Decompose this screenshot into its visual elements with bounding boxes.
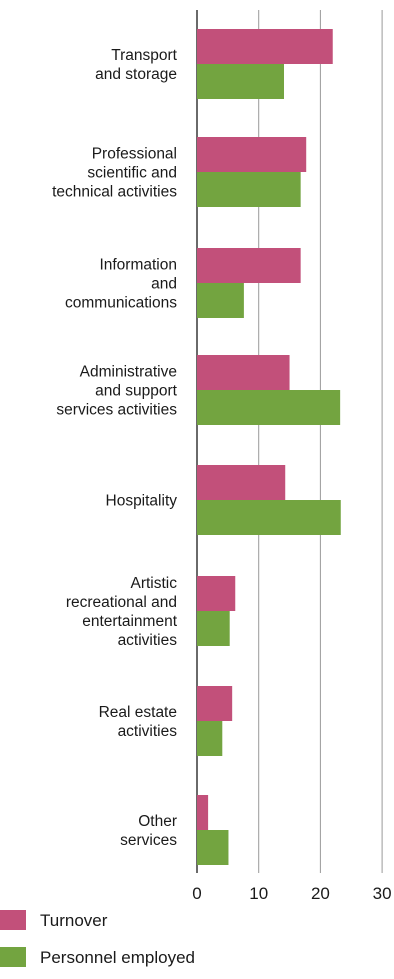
bar-personnel-employed	[197, 830, 229, 865]
category-label: Transport and storage	[95, 47, 178, 83]
x-tick-label: 0	[192, 884, 201, 903]
bar-personnel-employed	[197, 172, 301, 207]
bar-personnel-employed	[197, 64, 284, 99]
bar-turnover	[197, 795, 209, 830]
bar-personnel-employed	[197, 390, 341, 425]
legend-label: Personnel employed	[40, 948, 195, 967]
x-tick-label: 10	[249, 884, 268, 903]
bar-turnover	[197, 686, 233, 721]
bar-personnel-employed	[197, 611, 230, 646]
bar-personnel-employed	[197, 283, 244, 318]
category-label: Artistic recreational and entertainment act…	[66, 575, 178, 649]
legend-swatch-turnover	[0, 910, 26, 930]
category-label: Professional scientific and technical acti…	[52, 146, 177, 201]
x-tick-label: 20	[311, 884, 330, 903]
legend-swatch-personnel-employed	[0, 947, 26, 967]
category-label: Administrative and support services activi…	[56, 364, 177, 419]
category-labels: Transport and storage Professional scientif…	[52, 47, 178, 849]
bar-personnel-employed	[197, 500, 341, 535]
bar-turnover	[197, 29, 333, 64]
category-label: Other services	[120, 813, 177, 849]
bar-turnover	[197, 576, 236, 611]
bar-turnover	[197, 355, 290, 390]
category-label: Real estate activities	[99, 704, 178, 740]
x-tick-label: 30	[373, 884, 392, 903]
category-label: Information and communications	[65, 257, 177, 312]
bar-personnel-employed	[197, 721, 223, 756]
bar-turnover	[197, 465, 286, 500]
legend: Turnover Personnel employed	[0, 910, 195, 967]
bar-turnover	[197, 248, 301, 283]
legend-label: Turnover	[40, 911, 108, 930]
x-axis-ticks: 0 10 20 30	[192, 884, 391, 903]
bar-turnover	[197, 137, 307, 172]
category-label: Hospitality	[106, 493, 178, 510]
bars	[197, 29, 341, 865]
